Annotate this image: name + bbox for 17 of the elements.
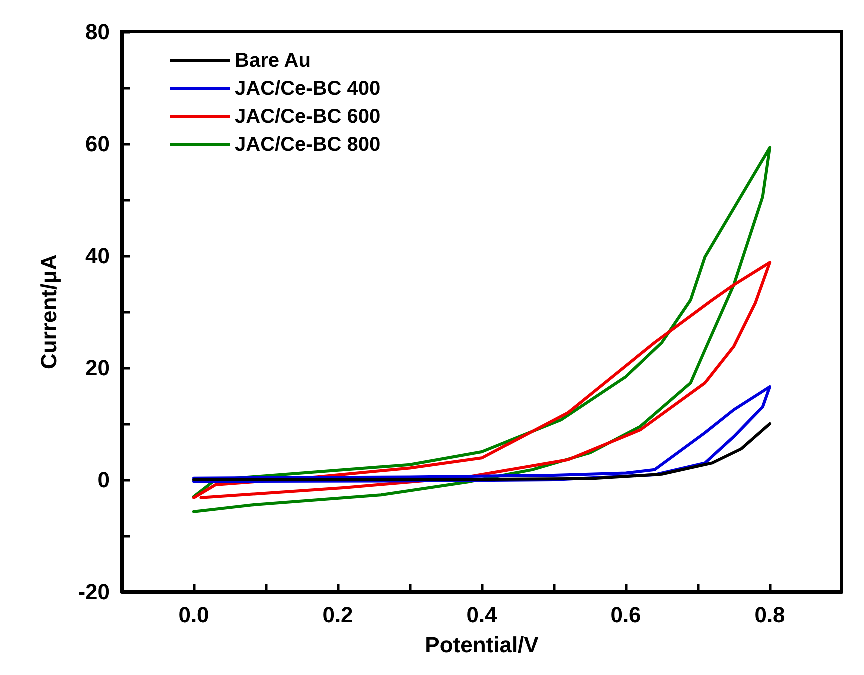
legend-label: JAC/Ce-BC 800 <box>235 134 381 156</box>
y-tick-label: 40 <box>86 244 110 268</box>
legend-label: Bare Au <box>235 50 311 72</box>
y-tick-label: 80 <box>86 20 110 44</box>
x-tick-label: 0.8 <box>754 602 786 628</box>
legend-label: JAC/Ce-BC 600 <box>235 106 381 128</box>
x-axis-title: Potential/V <box>425 632 540 658</box>
y-tick-label: 0 <box>98 468 110 492</box>
x-tick-label: 0.4 <box>466 602 498 628</box>
x-tick-label: 0.0 <box>178 602 210 628</box>
y-tick-label: 60 <box>86 132 110 156</box>
y-tick-label: -20 <box>78 580 110 604</box>
y-tick-label: 20 <box>86 356 110 380</box>
legend-label: JAC/Ce-BC 400 <box>235 78 381 100</box>
x-tick-label: 0.6 <box>610 602 642 628</box>
y-axis-title: Current/μA <box>36 254 62 370</box>
x-tick-label: 0.2 <box>322 602 354 628</box>
